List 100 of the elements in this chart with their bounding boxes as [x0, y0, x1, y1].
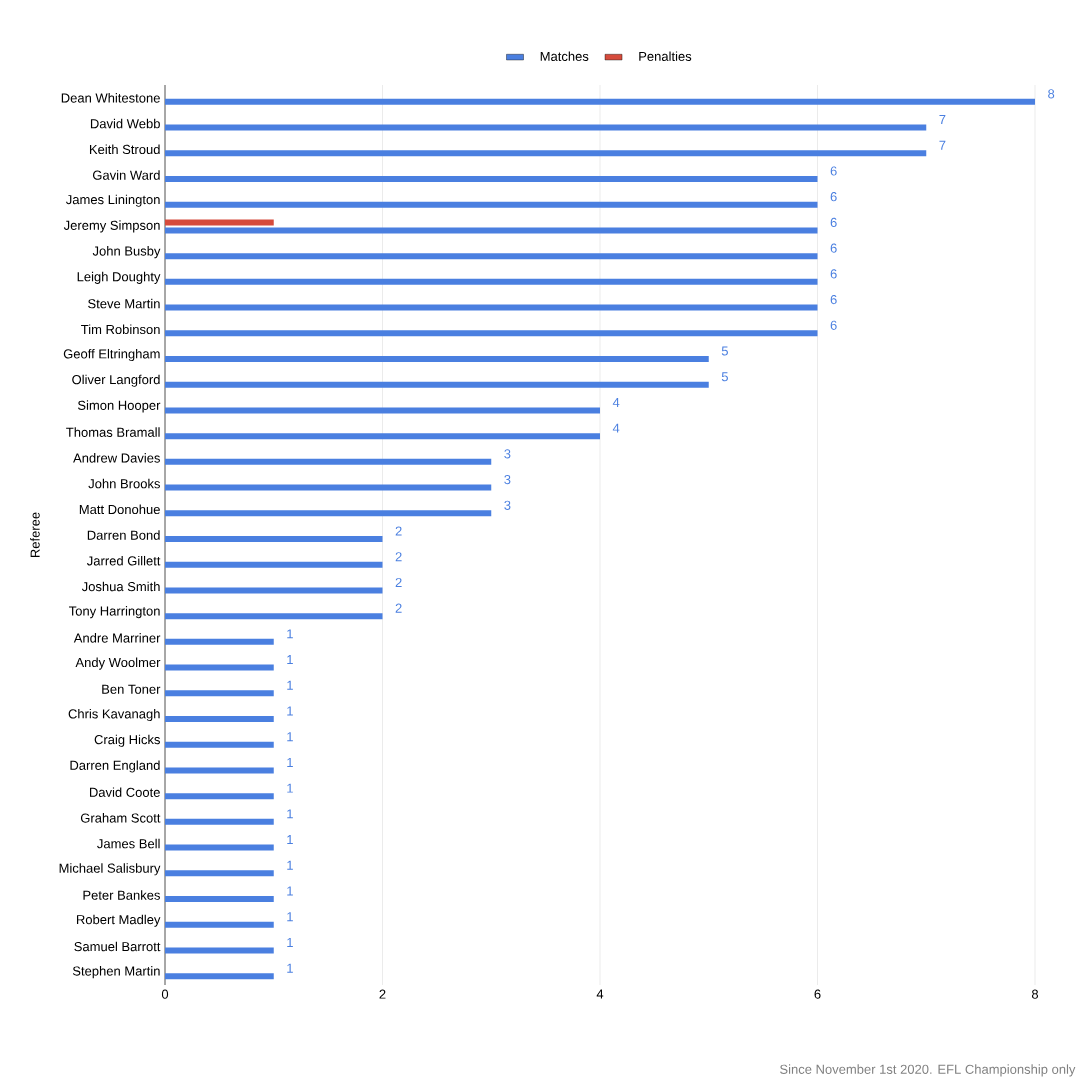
y-tick-label: Tim Robinson: [81, 324, 160, 335]
bar: [165, 561, 383, 568]
bar: [165, 844, 274, 851]
y-tick-label: Leigh Doughty: [77, 271, 161, 284]
data-label: 1: [287, 680, 293, 690]
bar: [165, 150, 927, 157]
bar: [165, 381, 709, 388]
data-label: 1: [287, 706, 293, 716]
y-tick-label: Geoff Eltringham: [63, 348, 160, 362]
y-tick-label: Gavin Ward: [92, 170, 160, 180]
bar: [165, 587, 383, 594]
data-label: 7: [939, 115, 946, 125]
bar: [165, 716, 274, 723]
data-label: 6: [830, 217, 837, 228]
data-label: 1: [287, 835, 293, 845]
x-tick-label: 2: [379, 989, 386, 999]
bar: [165, 98, 1035, 105]
data-label: 3: [504, 449, 511, 459]
data-label: 1: [287, 912, 293, 922]
data-label: 1: [287, 937, 293, 947]
y-tick-label: John Brooks: [88, 478, 160, 489]
bar: [165, 458, 492, 465]
data-label: 6: [830, 269, 837, 279]
y-tick-label: Jeremy Simpson: [63, 220, 160, 233]
x-tick-label: 4: [596, 989, 604, 999]
data-label: 2: [395, 603, 402, 613]
y-tick-label: David Webb: [90, 118, 160, 129]
bar: [165, 433, 600, 440]
y-tick-label: David Coote: [89, 787, 160, 797]
bar: [165, 793, 274, 800]
y-tick-label: Samuel Barrott: [74, 941, 161, 952]
y-tick-label: Darren Bond: [87, 530, 160, 540]
bar: [165, 536, 383, 542]
data-label: 6: [830, 166, 837, 176]
x-tick-label: 0: [161, 989, 169, 999]
bar: [165, 767, 274, 774]
data-label: 5: [721, 346, 728, 356]
y-tick-label: Andrew Davies: [73, 453, 160, 463]
y-tick-label: Robert Madley: [76, 914, 161, 927]
y-tick-label: John Busby: [92, 246, 161, 259]
y-tick-label: Chris Kavanagh: [68, 708, 160, 722]
y-tick-label: Tony Harrington: [69, 606, 160, 619]
y-tick-label: Craig Hicks: [94, 734, 160, 747]
data-label: 2: [395, 552, 402, 562]
bar: [165, 356, 709, 362]
data-label: 7: [939, 140, 946, 150]
y-tick-label: Ben Toner: [102, 684, 161, 694]
data-label: 1: [287, 783, 293, 793]
data-label: 3: [504, 500, 511, 510]
text: Since November 1st 2020. EFL Championship only: [780, 1064, 1076, 1077]
data-label: 1: [287, 757, 293, 767]
bar: [165, 330, 818, 337]
y-tick-label: Andre Marriner: [73, 633, 161, 643]
bar: [165, 896, 274, 903]
y-tick-label: Keith Stroud: [89, 144, 160, 155]
y-tick-label: Graham Scott: [80, 813, 161, 823]
y-tick-label: Oliver Langford: [72, 374, 160, 387]
legend-label: Penalties: [639, 51, 692, 61]
data-label: 4: [612, 423, 620, 433]
bar: [165, 124, 927, 131]
y-tick-label: Simon Hooper: [77, 400, 161, 413]
legend-label: Matches: [540, 51, 589, 61]
bar: [165, 870, 274, 877]
y-tick-label: Steve Martin: [88, 298, 160, 309]
data-label: 4: [612, 397, 620, 407]
data-label: 8: [1048, 89, 1055, 99]
y-tick-label: Matt Donohue: [79, 504, 160, 515]
data-label: 1: [287, 809, 293, 819]
bar: [165, 638, 274, 645]
y-tick-label: Joshua Smith: [81, 581, 160, 592]
y-tick-label: James Linington: [66, 194, 160, 207]
y-tick-label: Darren England: [70, 760, 160, 773]
bar: [165, 219, 274, 226]
y-tick-label: Andy Woolmer: [75, 657, 161, 670]
y-tick-label: James Bell: [97, 838, 160, 849]
bar: [165, 176, 818, 182]
bar: [165, 921, 274, 928]
x-tick-label: 6: [814, 989, 821, 999]
bar: [165, 227, 818, 234]
y-tick-label: Thomas Bramall: [66, 427, 160, 437]
data-label: 6: [830, 192, 837, 202]
data-label: 1: [287, 860, 293, 870]
data-label: 2: [395, 526, 402, 536]
y-axis-title: Referee: [30, 512, 40, 558]
y-tick-label: Dean Whitestone: [61, 93, 160, 103]
data-label: 5: [721, 372, 728, 382]
bar: [165, 201, 818, 208]
y-tick-label: Stephen Martin: [72, 966, 160, 979]
y-tick-label: Michael Salisbury: [59, 863, 161, 876]
data-label: 1: [287, 732, 293, 742]
bar: [165, 947, 274, 954]
bar: [165, 664, 274, 671]
data-label: 1: [287, 655, 293, 665]
x-tick-label: 8: [1031, 989, 1039, 999]
data-label: 6: [830, 294, 837, 305]
bar: [165, 407, 600, 414]
data-label: 6: [830, 320, 837, 330]
bar: [165, 484, 492, 491]
data-label: 1: [287, 886, 293, 896]
bar: [165, 304, 818, 311]
